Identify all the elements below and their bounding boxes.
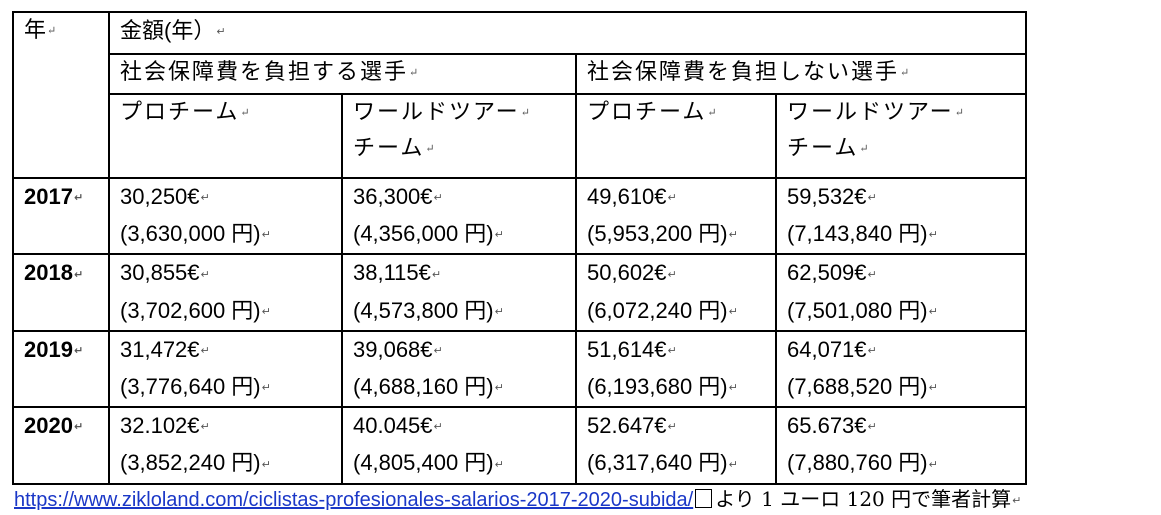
amount-cell: 40.045€↵ (4,805,400 円)↵ [341,406,577,485]
amount-cell: 59,532€↵ (7,143,840 円)↵ [775,176,1027,256]
amount-cell: 30,855€↵ (3,702,600 円)↵ [108,253,343,332]
amount-header: 金額(年）↵ [108,11,1027,55]
amount-cell: 50,602€↵ (6,072,240 円)↵ [575,253,777,332]
group-header-without-social-security: 社会保障費を負担しない選手↵ [575,53,1027,95]
year-column-header: 年↵ [12,11,110,179]
amount-cell: 31,472€↵ (3,776,640 円)↵ [108,329,343,409]
salary-table: 年↵ 金額(年）↵ 社会保障費を負担する選手↵ 社会保障費を負担しない選手↵ プ… [12,11,1027,485]
subheader-pro-team: プロチーム↵ [108,93,343,179]
amount-cell: 49,610€↵ (5,953,200 円)↵ [575,176,777,256]
table-row: 2018↵ 30,855€↵ (3,702,600 円)↵ 38,115€↵ (4,… [12,253,1027,332]
year-cell: 2020↵ [12,406,110,485]
table-row: 2017↵ 30,250€↵ (3,630,000 円)↵ 36,300€↵ (4,… [12,176,1027,256]
amount-cell: 52.647€↵ (6,317,640 円)↵ [575,406,777,485]
exchange-rate-note: より 1 ユーロ 120 円で筆者計算 [715,487,1012,511]
source-footnote: https://www.zikloland.com/ciclistas-prof… [14,487,1022,511]
year-cell: 2018↵ [12,253,110,332]
year-cell: 2017↵ [12,176,110,256]
amount-cell: 65.673€↵ (7,880,760 円)↵ [775,406,1027,485]
amount-cell: 64,071€↵ (7,688,520 円)↵ [775,329,1027,409]
table-row: 2020↵ 32.102€↵ (3,852,240 円)↵ 40.045€↵ (4,… [12,406,1027,485]
table-row: 2019↵ 31,472€↵ (3,776,640 円)↵ 39,068€↵ (4,… [12,329,1027,409]
year-cell: 2019↵ [12,329,110,409]
subheader-pro-team: プロチーム↵ [575,93,777,179]
amount-cell: 36,300€↵ (4,356,000 円)↵ [341,176,577,256]
amount-cell: 32.102€↵ (3,852,240 円)↵ [108,406,343,485]
amount-cell: 38,115€↵ (4,573,800 円)↵ [341,253,577,332]
amount-cell: 30,250€↵ (3,630,000 円)↵ [108,176,343,256]
placeholder-box-icon [695,489,713,508]
amount-cell: 39,068€↵ (4,688,160 円)↵ [341,329,577,409]
source-link[interactable]: https://www.zikloland.com/ciclistas-prof… [14,489,694,511]
amount-cell: 51,614€↵ (6,193,680 円)↵ [575,329,777,409]
group-header-with-social-security: 社会保障費を負担する選手↵ [108,53,577,95]
amount-cell: 62,509€↵ (7,501,080 円)↵ [775,253,1027,332]
subheader-worldtour-team: ワールドツアー↵ チーム↵ [341,93,577,179]
subheader-worldtour-team: ワールドツアー↵ チーム↵ [775,93,1027,179]
